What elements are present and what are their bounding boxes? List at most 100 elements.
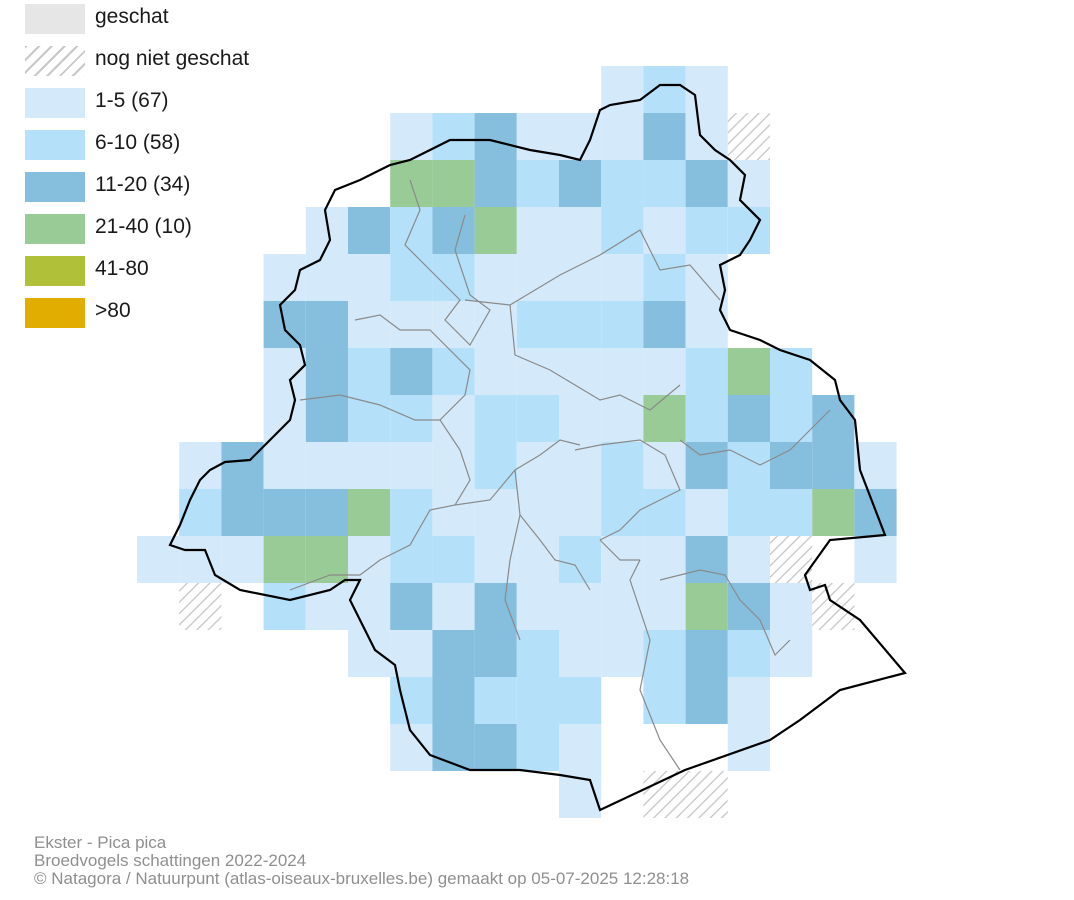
grid-cell: [685, 207, 728, 254]
grid-cell: [390, 677, 433, 724]
grid-cell: [516, 160, 559, 207]
grid-cell: [137, 536, 180, 583]
grid-cell: [516, 301, 559, 348]
grid-cell-not-estimated: [812, 583, 855, 630]
grid-cell: [685, 395, 728, 442]
legend-label: 21-40 (10): [95, 215, 192, 238]
inner-boundary: [514, 469, 591, 591]
grid-cell: [727, 207, 770, 254]
grid-cell: [727, 630, 770, 677]
grid-cell: [727, 160, 770, 207]
grid-cell: [601, 160, 644, 207]
grid-cell: [559, 630, 602, 677]
inner-boundary: [679, 409, 831, 466]
grid-cell: [601, 254, 644, 301]
inner-boundary: [464, 229, 721, 306]
inner-boundary: [454, 439, 581, 506]
grid-cell: [474, 583, 517, 630]
grid-cell: [685, 583, 728, 630]
grid-cell: [516, 630, 559, 677]
grid-cell: [432, 348, 475, 395]
grid-cell-not-estimated: [643, 771, 686, 818]
grid-cell: [432, 207, 475, 254]
grid-cell: [685, 66, 728, 113]
grid-cell: [559, 536, 602, 583]
grid-cell: [727, 395, 770, 442]
grid-cell: [685, 536, 728, 583]
grid-cell: [643, 489, 686, 536]
grid-cell: [643, 442, 686, 489]
grid-cell: [432, 583, 475, 630]
grid-cell: [348, 301, 391, 348]
grid-cell: [516, 207, 559, 254]
grid-cell: [559, 207, 602, 254]
grid-cell: [474, 724, 517, 771]
grid-cell: [516, 254, 559, 301]
grid-cell: [643, 66, 686, 113]
grid-cell: [643, 348, 686, 395]
grid-cell: [559, 348, 602, 395]
grid-cell: [727, 536, 770, 583]
grid-cell: [643, 395, 686, 442]
grid-cell: [432, 113, 475, 160]
grid-cell: [559, 113, 602, 160]
legend-label: nog niet geschat: [95, 47, 250, 70]
grid-cell: [770, 489, 813, 536]
grid-cell: [305, 301, 348, 348]
grid-cell: [854, 536, 897, 583]
grid-cell: [179, 489, 222, 536]
grid-cell: [432, 489, 475, 536]
grid-cell: [305, 442, 348, 489]
inner-boundary: [404, 179, 491, 346]
grid-cell: [559, 395, 602, 442]
grid-cell: [559, 254, 602, 301]
grid-cell: [390, 630, 433, 677]
grid-cell: [685, 113, 728, 160]
inner-boundary: [289, 574, 360, 591]
grid-cell: [559, 442, 602, 489]
grid-cell: [348, 489, 391, 536]
species-name: Ekster - Pica pica: [34, 833, 167, 852]
grid-cell: [263, 489, 306, 536]
grid-cell: [727, 489, 770, 536]
legend-swatch: [25, 46, 85, 76]
grid-cell: [516, 536, 559, 583]
legend-swatch: [25, 88, 85, 118]
grid-cell: [516, 677, 559, 724]
grid-cell: [770, 348, 813, 395]
grid-cell: [770, 583, 813, 630]
legend-swatch: [25, 298, 85, 328]
legend-swatch: [25, 4, 85, 34]
grid-cell: [221, 442, 264, 489]
grid-cells: [137, 66, 897, 818]
grid-cell: [390, 348, 433, 395]
grid-cell: [643, 583, 686, 630]
grid-cell: [559, 583, 602, 630]
inner-boundary: [509, 304, 681, 411]
grid-cell: [305, 395, 348, 442]
credit-line: © Natagora / Natuurpunt (atlas-oiseaux-b…: [34, 869, 690, 888]
region-outline: [168, 83, 907, 812]
inner-boundary: [504, 514, 521, 641]
grid-cell: [685, 630, 728, 677]
inner-boundary: [629, 559, 681, 771]
grid-cell: [390, 301, 433, 348]
grid-cell-not-estimated: [179, 583, 222, 630]
inner-boundary: [359, 449, 471, 576]
grid-cell: [432, 536, 475, 583]
grid-cell: [516, 395, 559, 442]
grid-cell: [474, 395, 517, 442]
grid-cell: [221, 536, 264, 583]
grid-cell-not-estimated: [727, 113, 770, 160]
grid-cell: [643, 113, 686, 160]
grid-cell: [727, 677, 770, 724]
grid-cell: [601, 583, 644, 630]
grid-cell: [432, 677, 475, 724]
legend-label: geschat: [95, 5, 169, 28]
grid-cell: [559, 724, 602, 771]
grid-cell: [221, 489, 264, 536]
grid-cell: [559, 301, 602, 348]
legend-swatch: [25, 172, 85, 202]
inner-boundary: [659, 569, 791, 657]
